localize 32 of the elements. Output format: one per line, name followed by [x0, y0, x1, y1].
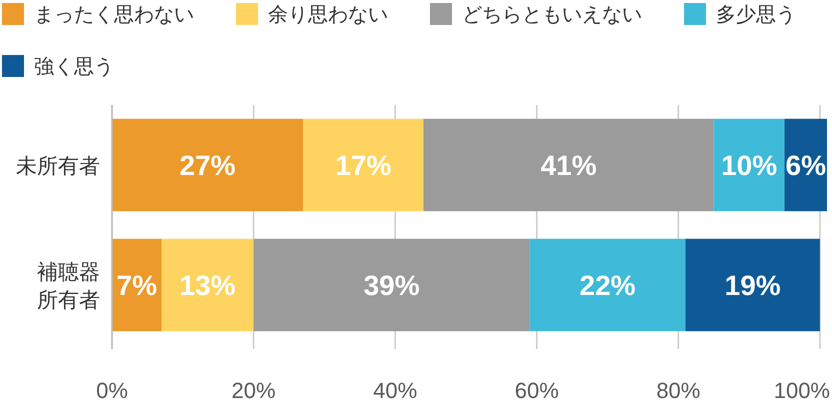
data-label: 13% [180, 270, 236, 301]
y-tick-label: 補聴器所有者 [37, 261, 100, 312]
x-tick-label: 40% [373, 378, 418, 403]
data-label: 22% [580, 270, 636, 301]
bar [112, 118, 304, 212]
bar [254, 238, 530, 332]
bar [530, 238, 686, 332]
x-tick-label: 100% [774, 378, 830, 403]
bar [162, 238, 254, 332]
x-tick-label: 60% [514, 378, 559, 403]
bar [303, 118, 424, 212]
data-label: 6% [786, 150, 826, 181]
legend-label: 余り思わない [268, 4, 388, 26]
x-tick-label: 80% [656, 378, 700, 403]
legend-label: まったく思わない [34, 4, 194, 26]
data-label: 7% [116, 270, 158, 301]
x-tick-label: 20% [232, 378, 276, 403]
bar [714, 118, 785, 212]
data-label: 19% [724, 270, 781, 301]
bar [685, 238, 820, 332]
legend-label: 多少思う [716, 4, 796, 26]
legend-label: 強く思う [34, 56, 114, 78]
x-tick-label: 0% [96, 378, 128, 403]
data-label: 39% [364, 270, 420, 301]
legend-label: どちらともいえない [462, 4, 642, 26]
bar [423, 118, 714, 212]
bar [112, 238, 162, 332]
data-label: 10% [721, 150, 778, 181]
data-label: 17% [335, 150, 392, 181]
data-label: 27% [180, 150, 236, 181]
y-tick-label: 未所有者 [16, 155, 100, 178]
data-label: 41% [540, 150, 597, 181]
